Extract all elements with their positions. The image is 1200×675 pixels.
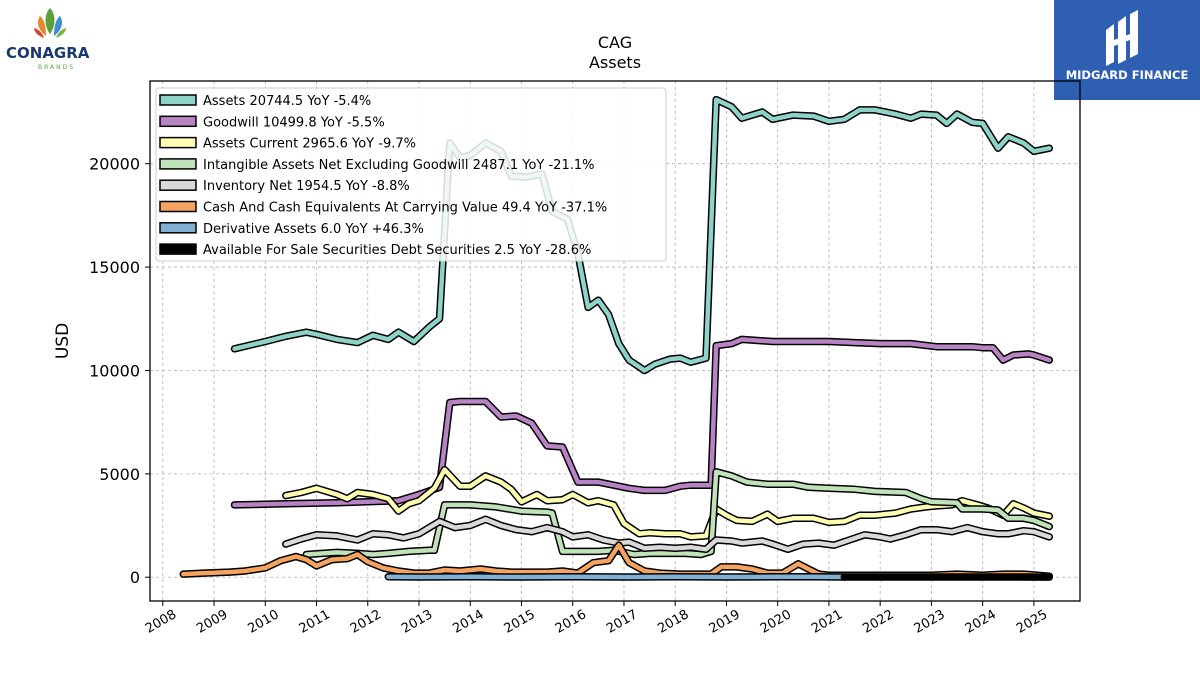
series-line-inventory-net [283, 517, 1052, 552]
chart-subtitle: Assets [589, 53, 641, 72]
legend-swatch [159, 222, 197, 234]
conagra-logo: CONAGRA BRANDS [0, 0, 100, 80]
series-lines [179, 95, 1054, 581]
x-tick-label: 2022 [860, 607, 896, 637]
x-tick-label: 2023 [912, 607, 948, 637]
y-tick-label: 15000 [89, 258, 140, 277]
y-axis-label: USD [53, 323, 73, 359]
x-tick-label: 2009 [194, 607, 230, 637]
legend-box [155, 87, 667, 262]
x-tick-label: 2021 [809, 607, 845, 637]
series-line-assets [232, 97, 1052, 373]
midgard-emblem-icon [1106, 10, 1138, 66]
legend-entry-label: Intangible Assets Net Excluding Goodwill… [203, 158, 594, 173]
legend-swatch [159, 158, 197, 170]
plot-frame [149, 80, 1081, 602]
legend: Assets 20744.5 YoY -5.4% Goodwill 10499.8… [155, 87, 667, 262]
legend-entry-label: Goodwill 10499.8 YoY -5.5% [203, 115, 385, 130]
conagra-leaf-icon [34, 8, 66, 38]
x-tick-label: 2018 [655, 607, 691, 637]
x-tick-label: 2017 [604, 607, 640, 637]
y-tick-label: 10000 [89, 361, 140, 380]
x-tick-label: 2008 [143, 607, 179, 637]
conagra-wordmark: CONAGRA [6, 44, 90, 62]
x-tick-label: 2024 [963, 607, 999, 637]
legend-swatch [159, 136, 197, 149]
x-tick-label: 2014 [450, 607, 486, 637]
legend-swatch [159, 94, 197, 106]
x-tick-label: 2010 [245, 607, 281, 637]
chart-title: CAG [598, 33, 632, 52]
legend-swatch [159, 179, 197, 191]
legend-entry-label: Cash And Cash Equivalents At Carrying Va… [203, 201, 607, 216]
x-tick-label: 2011 [297, 607, 333, 637]
x-tick-label: 2025 [1014, 607, 1050, 637]
y-tick-label: 0 [130, 568, 140, 587]
midgard-finance-logo: MIDGARD FINANCE [1054, 0, 1200, 100]
x-tick-label: 2019 [707, 607, 743, 637]
x-tick-label: 2020 [758, 607, 794, 637]
y-tick-label: 5000 [99, 465, 140, 484]
series-line-goodwill [232, 337, 1052, 508]
series-line-intangible-assets-net-excluding-goodwill [304, 469, 1052, 557]
legend-entry-label: Inventory Net 1954.5 YoY -8.8% [203, 179, 410, 194]
legend-entry-label: Assets 20744.5 YoY -5.4% [203, 94, 371, 109]
x-tick-label: 2015 [502, 607, 538, 637]
legend-swatch [159, 200, 197, 213]
legend-swatch [159, 115, 197, 128]
legend-entry-label: Derivative Assets 6.0 YoY +46.3% [203, 222, 424, 237]
midgard-wordmark: MIDGARD FINANCE [1065, 68, 1189, 82]
conagra-tagline: BRANDS [38, 64, 76, 71]
x-tick-label: 2013 [399, 607, 435, 637]
legend-swatch [159, 243, 197, 255]
series-line-assets-current [283, 467, 1052, 540]
y-tick-label: 20000 [89, 155, 140, 174]
legend-entry-label: Available For Sale Securities Debt Secur… [203, 243, 591, 258]
x-tick-label: 2012 [348, 607, 384, 637]
legend-entry-label: Assets Current 2965.6 YoY -9.7% [203, 137, 416, 152]
x-tick-label: 2016 [553, 607, 589, 637]
